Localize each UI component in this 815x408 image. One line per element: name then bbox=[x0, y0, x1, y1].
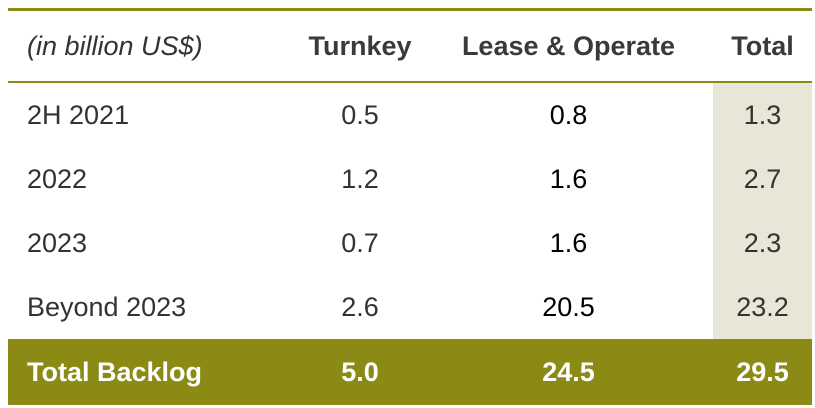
unit-label: (in billion US$) bbox=[27, 30, 203, 61]
total-cell: 2.7 bbox=[713, 147, 812, 211]
table-row: 2022 1.2 1.6 2.7 bbox=[8, 147, 812, 211]
total-backlog-label: Total Backlog bbox=[27, 356, 203, 387]
turnkey-cell: 0.7 bbox=[341, 227, 379, 258]
top-rule bbox=[8, 8, 812, 11]
lease-cell: 20.5 bbox=[542, 291, 595, 322]
header-lease-operate: Lease & Operate bbox=[461, 30, 676, 61]
total-backlog-row: Total Backlog 5.0 24.5 29.5 bbox=[8, 339, 812, 405]
lease-cell: 1.6 bbox=[549, 163, 588, 194]
lease-cell: 0.8 bbox=[549, 99, 588, 130]
total-lease: 24.5 bbox=[542, 356, 595, 387]
total-cell: 2.3 bbox=[713, 211, 812, 275]
period-cell: Beyond 2023 bbox=[27, 291, 187, 322]
table-row: 2023 0.7 1.6 2.3 bbox=[8, 211, 812, 275]
total-overall: 29.5 bbox=[736, 356, 789, 387]
total-cell: 1.3 bbox=[713, 83, 812, 147]
lease-cell: 1.6 bbox=[549, 227, 588, 258]
table-row: 2H 2021 0.5 0.8 1.3 bbox=[8, 83, 812, 147]
turnkey-cell: 0.5 bbox=[341, 99, 379, 130]
header-total: Total bbox=[731, 30, 794, 61]
table-row: Beyond 2023 2.6 20.5 23.2 bbox=[8, 275, 812, 339]
turnkey-cell: 1.2 bbox=[341, 163, 379, 194]
header-rule bbox=[8, 81, 812, 83]
period-cell: 2022 bbox=[27, 163, 88, 194]
turnkey-cell: 2.6 bbox=[341, 291, 379, 322]
table-header-row: (in billion US$) Turnkey Lease & Operate… bbox=[8, 11, 812, 81]
backlog-table: (in billion US$) Turnkey Lease & Operate… bbox=[8, 8, 812, 405]
period-cell: 2023 bbox=[27, 227, 88, 258]
period-cell: 2H 2021 bbox=[27, 99, 130, 130]
total-turnkey: 5.0 bbox=[341, 356, 379, 387]
total-cell: 23.2 bbox=[713, 275, 812, 339]
header-turnkey: Turnkey bbox=[308, 30, 412, 61]
